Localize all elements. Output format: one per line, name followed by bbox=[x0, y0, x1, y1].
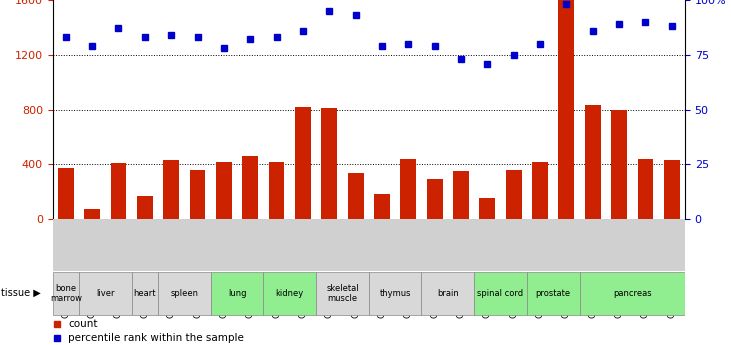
Bar bbox=[348, 172, 363, 219]
Text: count: count bbox=[68, 319, 97, 329]
Text: brain: brain bbox=[437, 289, 459, 298]
FancyBboxPatch shape bbox=[369, 272, 422, 315]
FancyBboxPatch shape bbox=[263, 272, 316, 315]
Bar bbox=[58, 168, 74, 219]
Bar bbox=[611, 110, 627, 219]
Bar bbox=[637, 159, 654, 219]
Text: pancreas: pancreas bbox=[613, 289, 651, 298]
Text: tissue ▶: tissue ▶ bbox=[1, 288, 40, 298]
FancyBboxPatch shape bbox=[79, 272, 132, 315]
Text: kidney: kidney bbox=[276, 289, 304, 298]
FancyBboxPatch shape bbox=[580, 272, 685, 315]
FancyBboxPatch shape bbox=[422, 272, 474, 315]
Bar bbox=[664, 160, 680, 219]
Text: percentile rank within the sample: percentile rank within the sample bbox=[68, 333, 244, 343]
FancyBboxPatch shape bbox=[474, 272, 527, 315]
Bar bbox=[401, 159, 416, 219]
Bar bbox=[532, 161, 548, 219]
Bar bbox=[427, 179, 442, 219]
Bar bbox=[243, 156, 258, 219]
Bar bbox=[137, 196, 153, 219]
Text: thymus: thymus bbox=[379, 289, 411, 298]
Text: spinal cord: spinal cord bbox=[477, 289, 523, 298]
Text: lung: lung bbox=[228, 289, 246, 298]
FancyBboxPatch shape bbox=[527, 272, 580, 315]
Text: prostate: prostate bbox=[536, 289, 571, 298]
Bar bbox=[269, 161, 284, 219]
FancyBboxPatch shape bbox=[158, 272, 211, 315]
Bar bbox=[189, 170, 205, 219]
Bar bbox=[585, 106, 601, 219]
Bar bbox=[295, 107, 311, 219]
Bar bbox=[453, 171, 469, 219]
FancyBboxPatch shape bbox=[53, 272, 79, 315]
Bar bbox=[84, 209, 100, 219]
Bar bbox=[163, 160, 179, 219]
Text: bone
marrow: bone marrow bbox=[50, 284, 82, 303]
Bar bbox=[322, 108, 337, 219]
Bar bbox=[110, 163, 126, 219]
Text: liver: liver bbox=[96, 289, 115, 298]
Bar bbox=[506, 170, 522, 219]
Bar bbox=[480, 198, 496, 219]
FancyBboxPatch shape bbox=[132, 272, 158, 315]
Text: spleen: spleen bbox=[170, 289, 198, 298]
Text: heart: heart bbox=[134, 289, 156, 298]
Bar bbox=[558, 0, 575, 219]
Bar bbox=[216, 162, 232, 219]
Bar bbox=[374, 195, 390, 219]
FancyBboxPatch shape bbox=[316, 272, 369, 315]
FancyBboxPatch shape bbox=[211, 272, 263, 315]
Text: skeletal
muscle: skeletal muscle bbox=[326, 284, 359, 303]
